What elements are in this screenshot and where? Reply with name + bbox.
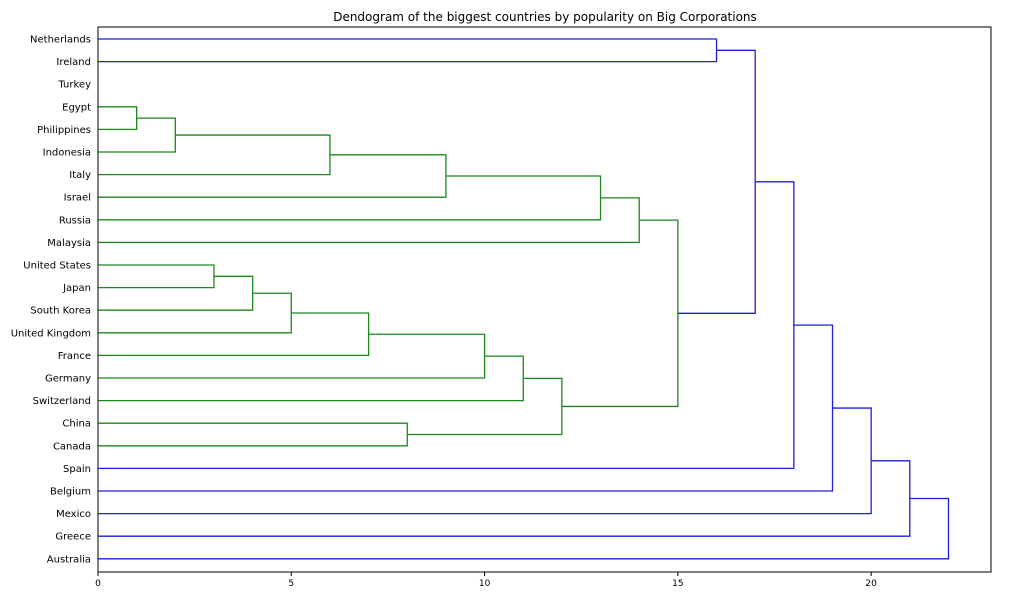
dendrogram-link	[98, 312, 370, 357]
x-tick-label: 0	[95, 579, 101, 589]
x-tick-label: 5	[288, 579, 294, 589]
x-tick-label: 15	[672, 579, 683, 589]
dendrogram-links	[98, 38, 950, 560]
dendrogram-link	[561, 219, 679, 408]
leaf-labels: Netherlands Ireland Turkey Egypt Philippines…	[11, 35, 91, 566]
leaf-label: Netherlands	[30, 35, 91, 46]
dendrogram-link	[98, 264, 215, 289]
leaf-label: Switzerland	[33, 396, 91, 407]
dendrogram-link	[407, 377, 563, 436]
leaf-label: China	[62, 419, 91, 430]
dendrogram-link	[98, 333, 486, 379]
leaf-label: Malaysia	[47, 238, 91, 249]
leaf-label: United Kingdom	[11, 328, 91, 339]
x-tick-label: 20	[865, 579, 877, 589]
dendrogram-link	[98, 460, 911, 537]
dendrogram-link	[98, 134, 331, 176]
leaf-label: Indonesia	[43, 148, 91, 159]
dendrogram-link	[98, 355, 524, 402]
leaf-label: Egypt	[62, 102, 91, 113]
dendrogram-link	[98, 407, 872, 515]
dendrogram-link	[98, 497, 950, 560]
leaf-label: Germany	[45, 374, 91, 385]
dendrogram-link	[98, 181, 795, 470]
leaf-label: France	[58, 351, 91, 362]
plot-frame	[97, 26, 992, 573]
leaf-label: Belgium	[50, 487, 91, 498]
leaf-label: Italy	[69, 170, 91, 181]
leaf-label: Japan	[62, 283, 91, 294]
dendrogram-link	[98, 422, 408, 447]
leaf-label: Greece	[55, 532, 91, 543]
leaf-label: South Korea	[30, 306, 91, 317]
dendrogram-link	[98, 275, 254, 311]
dendrogram-link	[98, 38, 718, 63]
leaf-label: Canada	[53, 441, 91, 452]
dendrogram-link	[98, 292, 292, 334]
leaf-label: United States	[23, 261, 91, 272]
dendrogram-link	[98, 175, 602, 221]
chart-title: Dendogram of the biggest countries by po…	[333, 10, 757, 24]
dendrogram-link	[98, 117, 176, 153]
dendrogram-link	[98, 106, 138, 131]
leaf-label: Mexico	[56, 509, 91, 520]
leaf-label: Ireland	[56, 57, 91, 68]
leaf-label: Philippines	[37, 125, 91, 136]
dendrogram-link	[677, 49, 756, 314]
leaf-label: Israel	[64, 193, 91, 204]
dendrogram-link	[98, 154, 447, 198]
leaf-label: Turkey	[57, 80, 91, 91]
x-tick-label: 10	[479, 579, 491, 589]
leaf-label: Spain	[63, 464, 91, 475]
dendrogram-link	[98, 324, 834, 492]
x-axis: 0 5 10 15 20	[95, 572, 877, 589]
leaf-label: Australia	[47, 554, 91, 565]
leaf-label: Russia	[59, 215, 91, 226]
dendrogram-link	[98, 197, 640, 244]
